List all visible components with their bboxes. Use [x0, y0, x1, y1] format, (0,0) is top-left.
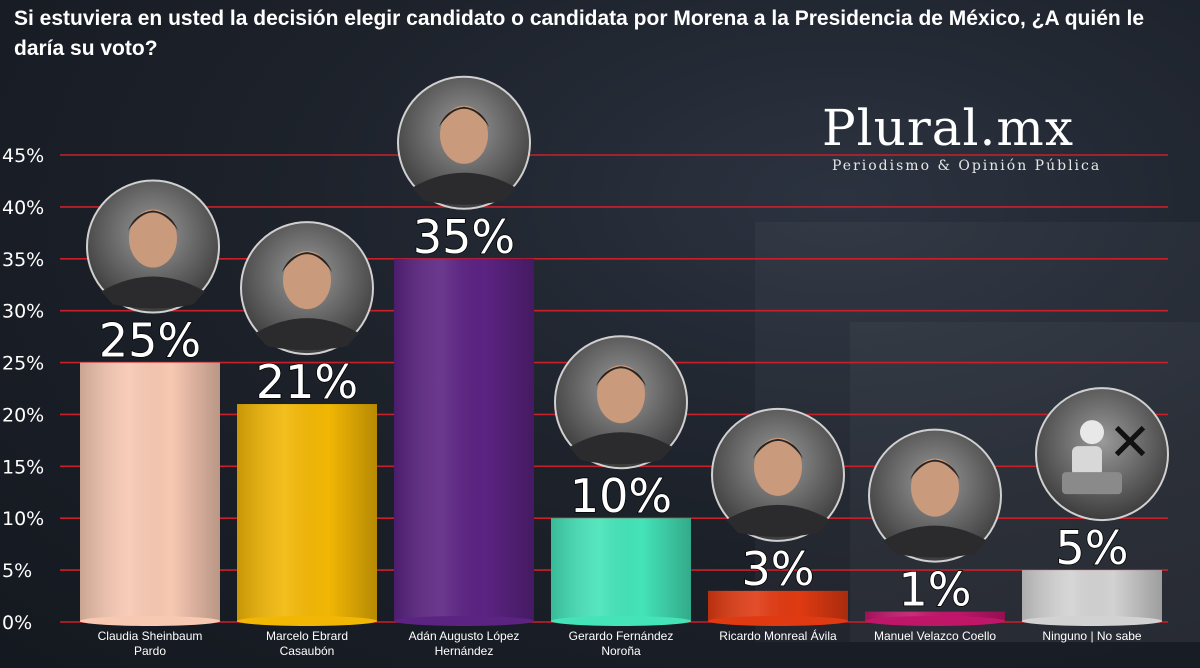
claudia-sheinbaum-photo-icon: [86, 179, 220, 314]
gerardo-fernandez-photo-icon: [554, 335, 688, 470]
bar-shading: [394, 258, 534, 622]
category-label: Marcelo Ebrard: [266, 629, 348, 643]
figure-head: [1080, 420, 1104, 445]
ricardo-monreal-photo-icon: [711, 407, 845, 542]
brand-logo: Plural.mx Periodismo & Opinión Pública: [822, 100, 1142, 174]
y-tick-label: 15%: [2, 456, 44, 478]
value-label: 3%: [742, 542, 815, 596]
y-tick-label: 45%: [2, 145, 44, 167]
y-tick-label: 40%: [2, 197, 44, 219]
bar-base: [237, 616, 377, 626]
figure-body: [1072, 446, 1102, 477]
shoulders-shape: [726, 504, 830, 537]
category-label: Ricardo Monreal Ávila: [719, 628, 837, 643]
brand-name: Plural.mx: [822, 99, 1075, 157]
y-tick-label: 20%: [2, 404, 44, 426]
shoulders-shape: [412, 172, 516, 205]
y-tick-label: 0%: [2, 612, 32, 634]
hair-shape: [910, 459, 960, 480]
face-shape: [283, 251, 331, 310]
category-label: Gerardo Fernández: [569, 629, 674, 643]
bar-base: [394, 616, 534, 626]
value-label: 5%: [1056, 521, 1129, 575]
chart-title: Si estuviera en usted la decisión elegir…: [14, 7, 1145, 60]
y-tick-label: 30%: [2, 301, 44, 323]
face-shape: [440, 105, 488, 164]
category-label: Noroña: [601, 644, 641, 658]
category-label: Hernández: [435, 644, 494, 658]
bar-base: [865, 616, 1005, 626]
shoulders-shape: [255, 318, 359, 351]
x-mark-icon: ✕: [1108, 413, 1152, 473]
y-tick-label: 25%: [2, 353, 44, 375]
y-tick-label: 10%: [2, 508, 44, 530]
hair-shape: [282, 252, 332, 273]
adan-augusto-lopez-photo-icon: [397, 75, 531, 210]
bar-shading: [80, 362, 220, 622]
marcelo-ebrard-photo-icon: [240, 221, 374, 356]
bar-base: [551, 616, 691, 626]
bar-base: [80, 616, 220, 626]
face-shape: [911, 458, 959, 517]
category-label: Pardo: [134, 644, 166, 658]
value-label: 35%: [413, 210, 515, 264]
value-label: 10%: [570, 469, 672, 523]
category-label: Casaubón: [280, 644, 335, 658]
category-label: Claudia Sheinbaum: [98, 629, 203, 643]
value-label: 21%: [256, 355, 358, 409]
category-label: Manuel Velazco Coello: [874, 629, 996, 643]
category-label: Ninguno | No sabe: [1042, 629, 1142, 643]
shoulders-shape: [569, 432, 673, 465]
bar-shading: [237, 404, 377, 622]
face-shape: [597, 365, 645, 424]
ninguno-no-sabe-icon: ✕: [1035, 387, 1169, 522]
brand-tagline: Periodismo & Opinión Pública: [832, 158, 1102, 174]
hair-shape: [128, 210, 178, 231]
category-label: Adán Augusto López: [409, 629, 520, 643]
y-tick-label: 35%: [2, 249, 44, 271]
shoulders-shape: [101, 276, 205, 309]
y-tick-label: 5%: [2, 560, 32, 582]
bar-shading: [551, 518, 691, 622]
bar-shading: [1022, 570, 1162, 622]
face-shape: [129, 209, 177, 268]
bar-base: [1022, 616, 1162, 626]
manuel-velazco-photo-icon: [868, 428, 1002, 563]
bar-base: [708, 616, 848, 626]
hair-shape: [596, 366, 646, 387]
value-label: 25%: [99, 314, 201, 368]
chair-shape: [1062, 472, 1122, 495]
hair-shape: [753, 438, 803, 459]
face-shape: [754, 437, 802, 496]
hair-shape: [439, 106, 489, 127]
shoulders-shape: [883, 525, 987, 558]
value-label: 1%: [899, 563, 972, 617]
